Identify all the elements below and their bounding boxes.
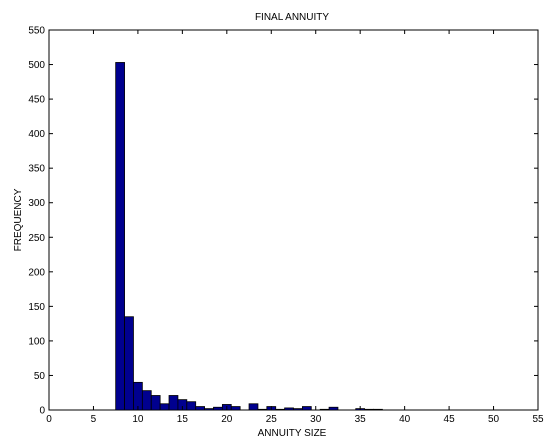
histogram-bar xyxy=(364,408,374,411)
histogram-bar xyxy=(124,316,134,411)
x-tick-label: 5 xyxy=(91,414,97,425)
histogram-bar xyxy=(230,406,241,411)
histogram-bar xyxy=(328,406,339,411)
x-tick-label: 55 xyxy=(532,414,544,425)
y-tick-label: 250 xyxy=(28,233,45,244)
histogram-bar xyxy=(275,408,286,411)
x-axis-title: ANNUITY SIZE xyxy=(258,428,327,439)
y-tick-label: 0 xyxy=(39,406,45,417)
bars-group xyxy=(115,62,383,411)
histogram-bar xyxy=(195,406,205,411)
y-axis-ticks: 0 50 100 150 200 250 300 350 400 450 500 550 xyxy=(28,26,538,417)
histogram-bar xyxy=(204,408,214,411)
histogram-bar xyxy=(186,401,197,411)
histogram-bar xyxy=(213,406,223,411)
x-tick-label: 10 xyxy=(132,414,144,425)
histogram-bar xyxy=(284,407,294,411)
y-tick-label: 50 xyxy=(34,371,46,382)
y-tick-label: 200 xyxy=(28,267,45,278)
x-axis-ticks: 0 5 10 15 20 25 30 35 40 45 50 55 xyxy=(46,30,544,425)
histogram-bar xyxy=(301,406,312,411)
plot-area: 0 5 10 15 20 25 30 35 40 45 50 55 0 50 100 150 200 250 30… xyxy=(28,26,544,426)
x-tick-label: 30 xyxy=(310,414,322,425)
x-tick-label: 15 xyxy=(177,414,189,425)
histogram-bar xyxy=(168,395,179,411)
y-axis-title: FREQUENCY xyxy=(13,188,24,251)
x-tick-label: 35 xyxy=(355,414,367,425)
histogram-bar xyxy=(257,408,268,411)
y-tick-label: 450 xyxy=(28,95,45,106)
histogram-bar xyxy=(150,395,161,411)
x-tick-label: 45 xyxy=(444,414,456,425)
x-tick-label: 40 xyxy=(399,414,411,425)
histogram-bar xyxy=(248,403,259,411)
x-tick-label: 20 xyxy=(221,414,233,425)
histogram-bar xyxy=(159,403,170,411)
histogram-bar xyxy=(115,62,125,411)
x-tick-label: 25 xyxy=(266,414,278,425)
y-tick-label: 500 xyxy=(28,60,45,71)
histogram-bar xyxy=(319,408,330,411)
y-tick-label: 350 xyxy=(28,164,45,175)
x-tick-label: 0 xyxy=(46,414,52,425)
histogram-bar xyxy=(141,390,152,411)
histogram-bar xyxy=(293,408,303,411)
histogram-bar xyxy=(373,408,383,411)
y-tick-label: 550 xyxy=(28,26,45,37)
chart-title: FINAL ANNUITY xyxy=(255,12,329,23)
y-tick-label: 150 xyxy=(28,302,45,313)
x-tick-label: 50 xyxy=(488,414,500,425)
histogram-bar xyxy=(133,381,143,411)
y-tick-label: 100 xyxy=(28,336,45,347)
y-tick-label: 400 xyxy=(28,129,45,140)
y-tick-label: 300 xyxy=(28,198,45,209)
